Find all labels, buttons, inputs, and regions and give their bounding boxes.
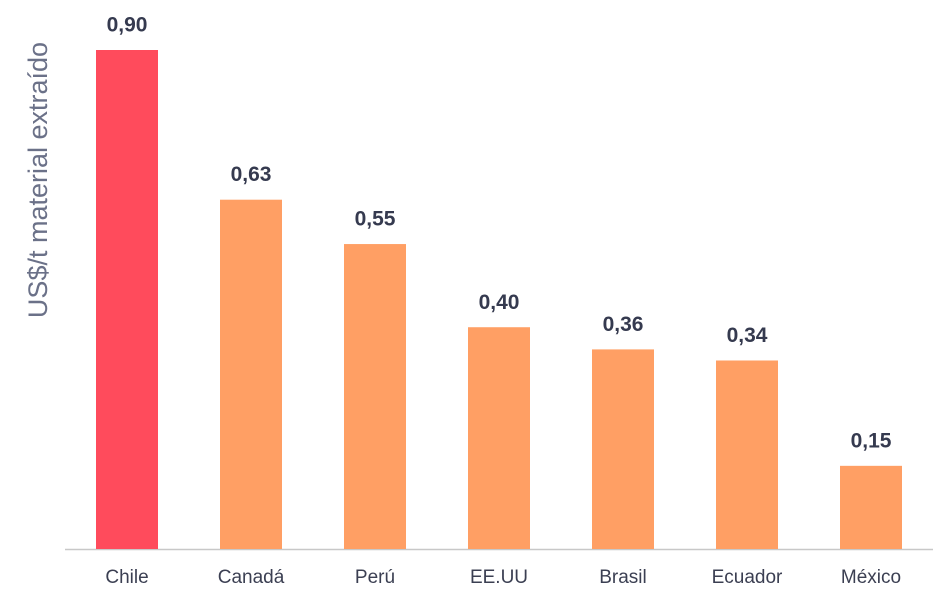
- x-tick-label: Perú: [355, 567, 395, 588]
- value-label: 0,36: [603, 313, 644, 336]
- bar: [344, 244, 406, 550]
- value-label: 0,34: [727, 324, 768, 347]
- x-tick-label: Canadá: [218, 567, 285, 588]
- bar: [716, 360, 778, 549]
- value-label: 0,63: [231, 163, 272, 186]
- x-tick-label: EE.UU: [470, 567, 528, 588]
- x-tick-label: Ecuador: [712, 567, 783, 588]
- bar: [592, 349, 654, 549]
- bar: [468, 327, 530, 549]
- value-label: 0,15: [851, 429, 892, 452]
- x-tick-label: Brasil: [599, 567, 647, 588]
- bar: [220, 199, 282, 549]
- y-axis-label: US$/t material extraído: [23, 42, 53, 318]
- x-tick-label: Chile: [105, 567, 148, 588]
- value-label: 0,90: [107, 14, 148, 37]
- value-label: 0,40: [479, 291, 520, 314]
- bar: [96, 50, 158, 549]
- x-tick-label: México: [841, 567, 901, 588]
- value-label: 0,55: [355, 208, 396, 231]
- bar: [840, 465, 902, 549]
